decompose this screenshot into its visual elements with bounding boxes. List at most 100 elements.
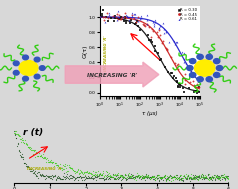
Point xyxy=(86,172,90,175)
Point xyxy=(109,175,113,178)
Point xyxy=(127,18,131,21)
Point xyxy=(122,176,126,179)
Point xyxy=(162,176,165,179)
Point xyxy=(136,24,140,27)
Point xyxy=(65,172,69,175)
Point xyxy=(163,174,167,177)
Point xyxy=(62,172,66,175)
Point xyxy=(167,176,171,179)
Point xyxy=(90,174,94,177)
Point xyxy=(35,154,39,157)
Point xyxy=(32,149,36,152)
Point xyxy=(188,177,192,180)
Point xyxy=(208,175,212,178)
Point xyxy=(186,174,190,177)
Point xyxy=(202,177,206,180)
Point xyxy=(196,176,200,179)
Point xyxy=(127,177,130,180)
Point xyxy=(112,19,116,22)
Point xyxy=(132,177,135,180)
Point xyxy=(155,177,159,180)
Point xyxy=(134,20,138,23)
Point xyxy=(69,167,73,170)
Point xyxy=(174,41,177,44)
Point xyxy=(161,178,165,181)
Point xyxy=(160,176,164,179)
Point xyxy=(68,173,72,176)
Point xyxy=(223,177,227,180)
Point xyxy=(134,174,138,177)
Point xyxy=(129,175,133,178)
Point xyxy=(196,80,199,83)
Point xyxy=(203,177,207,180)
Point xyxy=(18,150,22,153)
Point xyxy=(111,15,115,18)
Point xyxy=(98,172,102,175)
Point xyxy=(82,170,86,173)
Point xyxy=(45,174,48,177)
Point xyxy=(55,177,59,180)
Point xyxy=(205,177,209,180)
Point xyxy=(104,177,107,180)
Point xyxy=(18,138,22,141)
Point xyxy=(115,172,119,175)
Point xyxy=(217,176,221,179)
Point xyxy=(44,156,47,159)
Point xyxy=(209,176,213,179)
Point xyxy=(73,171,77,174)
Point xyxy=(101,177,105,180)
Point xyxy=(182,58,185,61)
Point xyxy=(202,176,206,179)
Point xyxy=(52,160,55,163)
Point xyxy=(206,178,210,181)
Point xyxy=(218,177,221,180)
Point xyxy=(192,177,196,180)
Point xyxy=(218,175,221,178)
Point xyxy=(60,168,63,171)
Point xyxy=(192,84,195,87)
Point xyxy=(201,174,205,177)
Point xyxy=(97,174,100,177)
Point xyxy=(126,15,130,18)
Point xyxy=(57,177,61,180)
Point xyxy=(33,173,37,176)
Point xyxy=(74,176,78,179)
Point xyxy=(156,177,159,180)
Point xyxy=(56,175,60,178)
Point xyxy=(100,13,104,16)
Point xyxy=(115,174,119,177)
Point xyxy=(95,175,99,178)
Point xyxy=(199,174,203,177)
Point xyxy=(172,74,176,77)
Point xyxy=(130,15,134,18)
Point xyxy=(147,176,151,179)
Point xyxy=(41,153,45,156)
Point xyxy=(37,151,41,154)
Point xyxy=(184,61,188,64)
Point xyxy=(60,177,64,180)
Point xyxy=(60,166,64,169)
Point xyxy=(67,164,71,167)
Point xyxy=(94,176,98,179)
Point xyxy=(61,163,65,166)
Point xyxy=(148,38,151,41)
Point xyxy=(168,175,171,178)
Point xyxy=(123,19,126,22)
Point xyxy=(72,170,76,173)
Point xyxy=(164,178,168,181)
Point xyxy=(44,157,48,160)
Point xyxy=(15,130,18,133)
Point xyxy=(19,140,23,143)
Point xyxy=(157,26,161,29)
Point xyxy=(56,177,60,180)
Point xyxy=(193,174,197,177)
Point xyxy=(187,177,191,180)
Point xyxy=(128,22,132,25)
Point xyxy=(58,162,62,165)
Point xyxy=(13,130,17,133)
Point xyxy=(142,174,146,177)
Point xyxy=(122,15,126,19)
Point xyxy=(78,174,82,177)
Point xyxy=(39,173,43,176)
Point xyxy=(197,86,201,89)
